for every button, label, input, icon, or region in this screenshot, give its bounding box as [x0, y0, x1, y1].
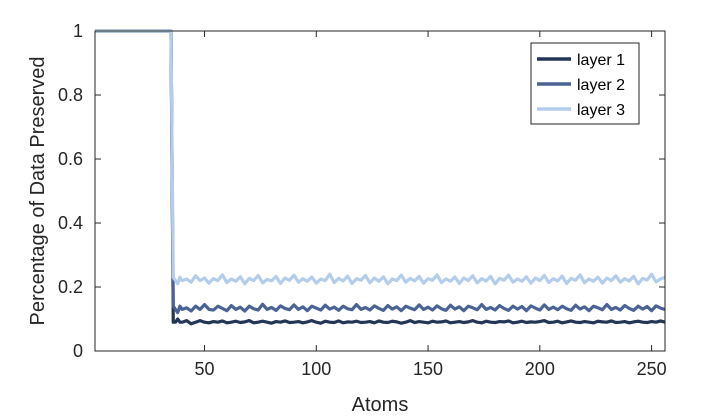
y-tick-label: 0.2	[58, 277, 83, 297]
y-tick-label: 0.8	[58, 85, 83, 105]
axes-box	[94, 30, 666, 352]
y-tick-label: 0	[73, 341, 83, 361]
x-tick-label: 200	[525, 359, 555, 379]
legend: layer 1 layer 2 layer 3	[530, 42, 640, 125]
series-layer	[95, 29, 666, 326]
legend-label-1: layer 1	[577, 52, 625, 69]
y-tick-label: 0.4	[58, 213, 83, 233]
x-tick-label: 100	[301, 359, 331, 379]
axes-layer: 50 100 150 200 250 0 0.2 0.4 0.6 0.8 1	[58, 21, 667, 379]
legend-label-2: layer 2	[577, 77, 625, 94]
x-tick-label: 250	[637, 359, 667, 379]
y-axis-label: Percentage of Data Preserved	[27, 56, 49, 325]
series-line-2	[95, 29, 666, 315]
x-axis-label: Atoms	[352, 394, 409, 416]
x-tick-label: 50	[195, 359, 215, 379]
x-tick-label: 150	[413, 359, 443, 379]
series-line-3	[95, 29, 666, 286]
y-tick-label: 1	[73, 21, 83, 41]
y-tick-label: 0.6	[58, 149, 83, 169]
legend-label-3: layer 3	[577, 102, 625, 119]
series-line-1	[95, 29, 666, 326]
